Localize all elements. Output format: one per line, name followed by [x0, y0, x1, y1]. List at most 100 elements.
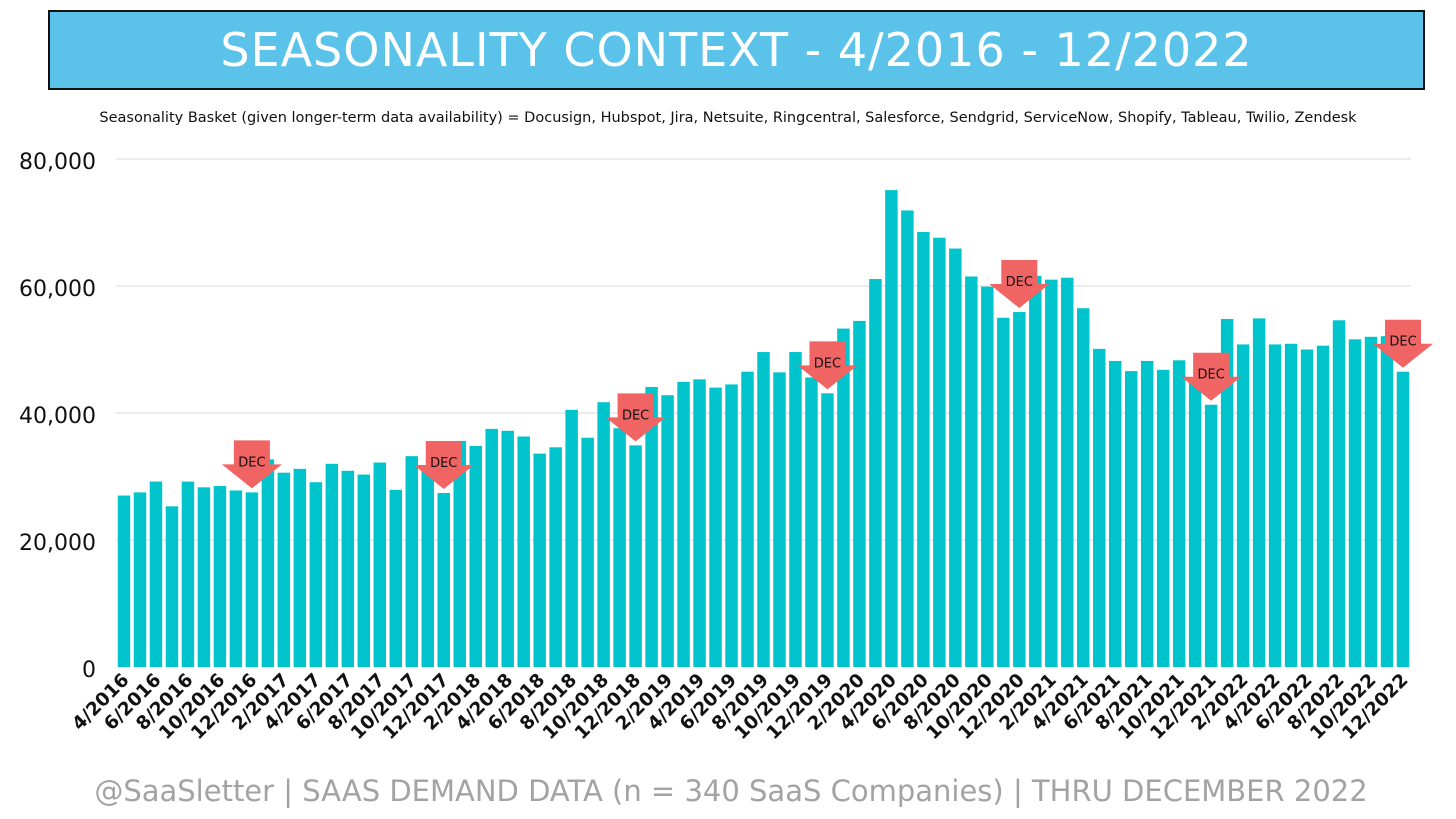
y-tick-label: 20,000: [19, 531, 96, 556]
bar: [645, 386, 658, 667]
bar: [453, 440, 466, 667]
bar: [261, 459, 275, 667]
bar: [357, 474, 371, 667]
y-axis: 0 20,000 40,000 60,000 80,000: [19, 150, 96, 683]
bar: [1380, 336, 1394, 667]
bar: [709, 387, 722, 667]
arrow-shape: [1373, 319, 1434, 368]
bar: [1236, 344, 1250, 667]
arrow-shape: [221, 440, 282, 489]
bar: [1268, 344, 1282, 667]
bar: [1252, 318, 1266, 667]
dec-label: DEC: [1197, 368, 1224, 383]
bar: [997, 317, 1010, 667]
bar: [869, 279, 882, 667]
bar: [245, 492, 259, 667]
bar: [853, 320, 866, 667]
chart-title: SEASONALITY CONTEXT - 4/2016 - 12/2022: [220, 23, 1253, 77]
dec-label: DEC: [622, 408, 649, 423]
bar: [421, 466, 434, 667]
bar: [1172, 360, 1186, 667]
bar: [613, 428, 626, 667]
bar: [197, 487, 211, 667]
bar: [309, 482, 323, 667]
bar: [917, 232, 930, 667]
bar: [117, 495, 131, 667]
bar: [1093, 348, 1106, 667]
chart-subtitle: Seasonality Basket (given longer-term da…: [99, 110, 1357, 126]
bar: [1332, 320, 1346, 667]
bar: [597, 402, 610, 667]
bar: [229, 490, 243, 667]
bar: [757, 352, 770, 667]
dec-arrow-annotation: DEC: [221, 440, 282, 489]
dec-label: DEC: [814, 356, 841, 371]
bar: [965, 276, 978, 667]
bar: [661, 395, 674, 667]
bar: [789, 352, 802, 667]
dec-arrow-annotation: DEC: [605, 393, 666, 442]
bar: [805, 377, 818, 667]
bar: [181, 481, 195, 667]
arrow-shape: [797, 341, 858, 390]
bar: [1077, 308, 1090, 667]
bar: [1364, 336, 1378, 667]
bar: [341, 470, 355, 667]
arrow-shape: [1181, 352, 1242, 401]
bar: [165, 506, 179, 667]
bar: [949, 248, 962, 667]
bar: [693, 379, 706, 667]
arrow-shape: [989, 260, 1050, 309]
bar: [485, 428, 498, 667]
bar: [933, 237, 946, 668]
bar: [1204, 404, 1218, 667]
bar: [325, 463, 339, 667]
bar: [1108, 360, 1122, 667]
bar: [1284, 343, 1298, 667]
bar: [389, 489, 403, 667]
bar: [277, 472, 291, 667]
bar: [1061, 277, 1074, 667]
dec-annotations: DEC DEC DEC DEC DEC DEC DEC: [221, 260, 1434, 490]
bar: [1156, 369, 1170, 667]
bar: [549, 447, 562, 667]
bar: [629, 445, 642, 667]
bar: [1140, 360, 1154, 667]
bar: [1188, 382, 1202, 667]
bar: [741, 371, 754, 667]
bar: [1396, 371, 1410, 667]
dec-label: DEC: [238, 455, 265, 470]
bar: [501, 430, 514, 667]
bar: [517, 436, 530, 667]
dec-label: DEC: [1006, 275, 1033, 290]
title-banner: SEASONALITY CONTEXT - 4/2016 - 12/2022: [48, 10, 1425, 90]
arrow-shape: [605, 393, 666, 442]
y-tick-label: 60,000: [19, 277, 96, 302]
bar: [405, 456, 419, 667]
bar: [773, 372, 786, 667]
bar: [1316, 345, 1330, 667]
bar: [837, 328, 850, 667]
dec-label: DEC: [430, 456, 457, 471]
bar: [1220, 319, 1234, 667]
arrow-shape: [413, 441, 474, 490]
bar: [133, 492, 147, 667]
dec-arrow-annotation: DEC: [797, 341, 858, 390]
dec-arrow-annotation: DEC: [1373, 319, 1434, 368]
footer-credit: @SaaSletter | SAAS DEMAND DATA (n = 340 …: [94, 774, 1368, 808]
bar: [821, 393, 834, 667]
dec-arrow-annotation: DEC: [1181, 352, 1242, 401]
bar: [1300, 349, 1314, 667]
bar: [1013, 312, 1026, 667]
bar: [1045, 279, 1058, 667]
bar: [437, 493, 450, 667]
bars: [117, 190, 1410, 668]
bar: [565, 409, 578, 667]
bar: [725, 384, 738, 667]
bar: [901, 210, 914, 667]
y-tick-label: 0: [82, 658, 96, 683]
dec-arrow-annotation: DEC: [413, 441, 474, 490]
bar: [885, 190, 898, 668]
bar: [293, 468, 307, 667]
